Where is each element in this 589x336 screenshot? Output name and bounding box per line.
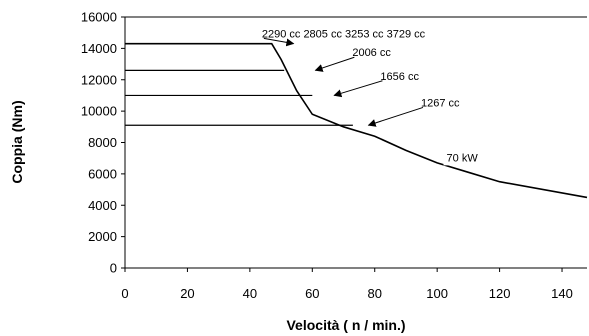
x-tick-label: 120 <box>489 286 511 301</box>
annotation: 1267 cc <box>418 96 464 111</box>
annotation-label: 2290 cc 2805 cc 3253 cc 3729 cc <box>262 28 426 40</box>
tick-labels: 0 2000 4000 6000 8000 10000 12000 14000 16000 0 20… <box>81 10 573 302</box>
annotation-background <box>258 27 429 42</box>
annotation-label: 1267 cc <box>421 97 460 109</box>
annotation-background <box>418 96 464 111</box>
x-axis-title: Velocità ( n / min.) <box>286 317 405 333</box>
annotations: 2290 cc 2805 cc 3253 cc 3729 cc 2006 cc 16… <box>258 27 482 166</box>
annotation-label: 70 kW <box>447 152 479 164</box>
y-tick-label: 4000 <box>88 198 117 213</box>
y-tick-label: 2000 <box>88 229 117 244</box>
annotation-arrow <box>333 80 383 98</box>
y-tick-label: 14000 <box>81 41 117 56</box>
y-tick-label: 8000 <box>88 135 117 150</box>
x-tick-label: 40 <box>243 286 257 301</box>
y-tick-label: 6000 <box>88 166 117 181</box>
annotation-arrow <box>367 106 424 127</box>
series-lines <box>125 42 588 199</box>
annotation-background <box>443 151 482 166</box>
annotation-background <box>377 69 423 84</box>
y-tick-label: 16000 <box>81 10 117 25</box>
y-tick-label: 12000 <box>81 72 117 87</box>
y-tick-label: 10000 <box>81 104 117 119</box>
x-tick-label: 80 <box>367 286 381 301</box>
annotation-arrow <box>314 56 355 72</box>
x-tick-label: 100 <box>426 286 448 301</box>
annotation-background <box>349 46 395 61</box>
x-tick-label: 0 <box>121 286 128 301</box>
annotation: 1656 cc <box>377 69 423 84</box>
x-tick-label: 60 <box>305 286 319 301</box>
torque-curve-main <box>125 42 588 199</box>
annotation-label: 2006 cc <box>352 47 391 59</box>
annotation-label: 1656 cc <box>380 71 419 83</box>
y-axis-title: Coppia (Nm) <box>9 100 25 183</box>
annotation: 2006 cc <box>349 46 395 61</box>
x-tick-label: 20 <box>180 286 194 301</box>
annotation: 2290 cc 2805 cc 3253 cc 3729 cc <box>258 27 429 42</box>
x-tick-label: 140 <box>551 286 573 301</box>
annotation-arrow <box>263 37 295 47</box>
annotation: 70 kW <box>443 151 482 166</box>
y-tick-label: 0 <box>110 261 117 276</box>
